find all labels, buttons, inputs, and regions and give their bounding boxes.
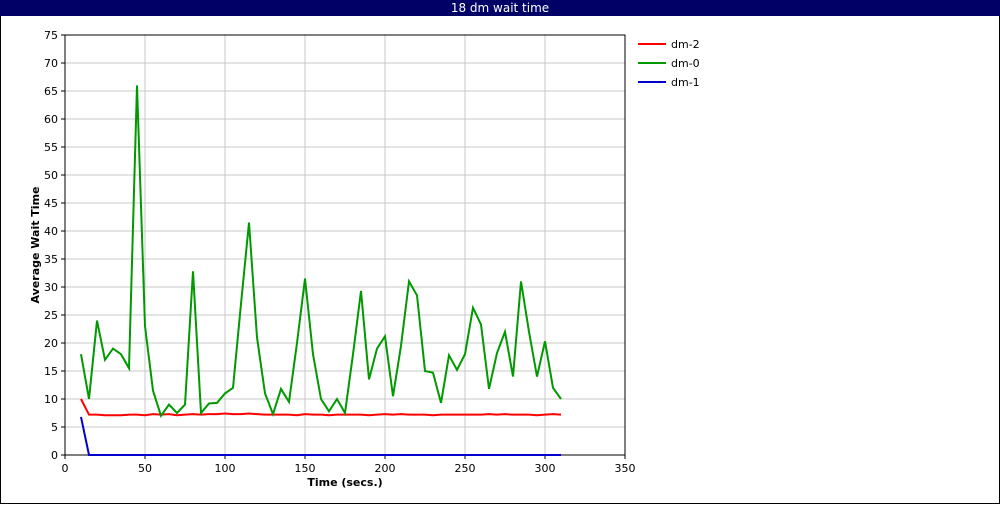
x-tick-label: 50 xyxy=(138,462,152,475)
x-tick-label: 350 xyxy=(615,462,636,475)
x-axis-label: Time (secs.) xyxy=(307,476,382,489)
x-tick-label: 0 xyxy=(62,462,69,475)
y-tick-label: 20 xyxy=(44,337,58,350)
x-tick-label: 300 xyxy=(535,462,556,475)
legend-label: dm-2 xyxy=(671,38,700,51)
y-axis-label: Average Wait Time xyxy=(29,187,42,304)
legend-label: dm-0 xyxy=(671,57,700,70)
y-tick-label: 30 xyxy=(44,281,58,294)
y-tick-label: 10 xyxy=(44,393,58,406)
x-tick-label: 250 xyxy=(455,462,476,475)
y-tick-label: 75 xyxy=(44,29,58,42)
legend-label: dm-1 xyxy=(671,76,700,89)
x-tick-label: 100 xyxy=(215,462,236,475)
title-bar xyxy=(0,0,1000,16)
y-tick-label: 50 xyxy=(44,169,58,182)
series-line xyxy=(80,416,561,456)
y-tick-label: 5 xyxy=(51,421,58,434)
x-tick-label: 200 xyxy=(375,462,396,475)
x-tick-label: 150 xyxy=(295,462,316,475)
y-tick-label: 45 xyxy=(44,197,58,210)
y-tick-label: 65 xyxy=(44,85,58,98)
y-tick-label: 15 xyxy=(44,365,58,378)
y-tick-label: 35 xyxy=(44,253,58,266)
y-tick-label: 60 xyxy=(44,113,58,126)
series-line xyxy=(80,85,562,419)
y-tick-label: 70 xyxy=(44,57,58,70)
y-tick-label: 0 xyxy=(51,449,58,462)
y-tick-label: 25 xyxy=(44,309,58,322)
chart-title: 18 dm wait time xyxy=(451,1,549,15)
y-tick-label: 40 xyxy=(44,225,58,238)
y-tick-label: 55 xyxy=(44,141,58,154)
